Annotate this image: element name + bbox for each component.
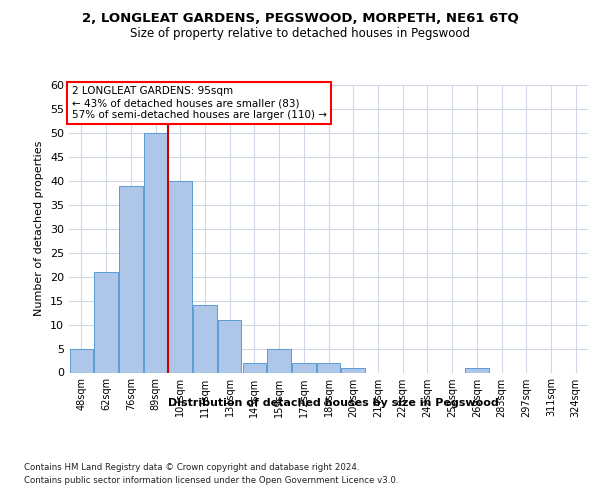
Y-axis label: Number of detached properties: Number of detached properties: [34, 141, 44, 316]
Bar: [144, 133, 167, 372]
Bar: [218, 320, 241, 372]
Bar: [70, 348, 93, 372]
Bar: [242, 363, 266, 372]
Text: 2 LONGLEAT GARDENS: 95sqm
← 43% of detached houses are smaller (83)
57% of semi-: 2 LONGLEAT GARDENS: 95sqm ← 43% of detac…: [71, 86, 326, 120]
Text: Contains HM Land Registry data © Crown copyright and database right 2024.: Contains HM Land Registry data © Crown c…: [24, 462, 359, 471]
Bar: [317, 363, 340, 372]
Text: Size of property relative to detached houses in Pegswood: Size of property relative to detached ho…: [130, 28, 470, 40]
Bar: [94, 272, 118, 372]
Bar: [119, 186, 143, 372]
Bar: [268, 348, 291, 372]
Text: Contains public sector information licensed under the Open Government Licence v3: Contains public sector information licen…: [24, 476, 398, 485]
Text: 2, LONGLEAT GARDENS, PEGSWOOD, MORPETH, NE61 6TQ: 2, LONGLEAT GARDENS, PEGSWOOD, MORPETH, …: [82, 12, 518, 26]
Bar: [341, 368, 365, 372]
Bar: [193, 306, 217, 372]
Text: Distribution of detached houses by size in Pegswood: Distribution of detached houses by size …: [167, 398, 499, 407]
Bar: [292, 363, 316, 372]
Bar: [465, 368, 488, 372]
Bar: [169, 181, 192, 372]
